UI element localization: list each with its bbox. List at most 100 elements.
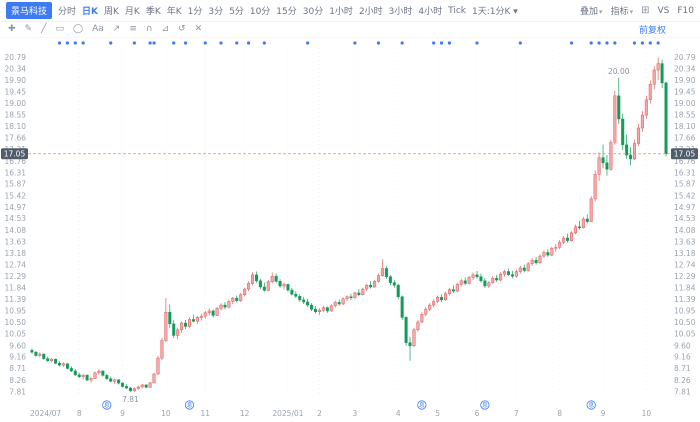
- dividend-marker[interactable]: [480, 400, 490, 410]
- candle-body: [369, 284, 373, 288]
- tab-10分[interactable]: 10分: [249, 7, 271, 17]
- announcement-dot[interactable]: [81, 41, 85, 45]
- y-axis-label-right: 20.34: [674, 65, 696, 74]
- announcement-dot[interactable]: [605, 41, 609, 45]
- dividend-marker[interactable]: [586, 400, 596, 410]
- announcement-dot[interactable]: [148, 41, 152, 45]
- f10-info-button[interactable]: F10: [677, 5, 694, 16]
- candle-body: [215, 308, 219, 316]
- tab-3分[interactable]: 3分: [208, 7, 224, 17]
- tab-4小时[interactable]: 4小时: [418, 7, 443, 17]
- announcement-dot[interactable]: [432, 41, 436, 45]
- tab-15分[interactable]: 15分: [276, 7, 297, 17]
- announcement-dot[interactable]: [400, 41, 404, 45]
- tab-2小时[interactable]: 2小时: [358, 7, 383, 17]
- vs-compare-button[interactable]: VS: [657, 5, 670, 16]
- candle-body: [640, 114, 644, 129]
- announcement-dot[interactable]: [648, 41, 652, 45]
- announcement-dot[interactable]: [518, 41, 522, 45]
- layout-grid-icon[interactable]: ⊞: [641, 5, 650, 16]
- tab-周K[interactable]: 周K: [104, 7, 119, 17]
- fibonacci-tool[interactable]: ≡: [129, 24, 137, 34]
- announcement-dot[interactable]: [589, 41, 593, 45]
- tab-年K[interactable]: 年K: [166, 7, 182, 17]
- measure-tool[interactable]: ⊿: [161, 24, 170, 34]
- announcement-dot[interactable]: [613, 41, 617, 45]
- announcement-dot[interactable]: [262, 41, 266, 45]
- adjust-mode-label[interactable]: 前复权: [638, 26, 666, 36]
- candle-body: [388, 276, 392, 283]
- announcement-dot[interactable]: [569, 41, 574, 45]
- stock-name-tag[interactable]: 景马科技: [6, 2, 53, 19]
- announcement-dot[interactable]: [475, 41, 479, 45]
- candlestick-chart[interactable]: 20.79 20.79 20.34 20.34 19.90 19.90 19.45 19.45…: [0, 38, 700, 422]
- tab-日K[interactable]: 日K: [82, 7, 99, 17]
- candle-body: [219, 304, 223, 309]
- tab-1小时[interactable]: 1小时: [329, 7, 353, 17]
- tab-季K[interactable]: 季K: [145, 7, 161, 17]
- circle-tool[interactable]: ◯: [73, 24, 84, 34]
- crosshair-tool[interactable]: ✚: [8, 24, 16, 34]
- announcement-dot[interactable]: [640, 41, 645, 45]
- candle-body: [38, 353, 42, 356]
- delete-tool[interactable]: ✕: [194, 24, 203, 34]
- tab-Tick[interactable]: Tick: [448, 5, 467, 16]
- tab-月K[interactable]: 月K: [124, 7, 140, 17]
- y-axis-label-left: 13.63: [5, 237, 27, 246]
- announcement-dot[interactable]: [203, 41, 207, 45]
- y-axis-label-left: 15.87: [5, 180, 27, 189]
- candle-body: [121, 382, 125, 387]
- tab-3小时[interactable]: 3小时: [388, 7, 413, 17]
- pencil-tool[interactable]: ✎: [24, 24, 33, 34]
- candle-body: [550, 248, 554, 256]
- indicator-dropdown[interactable]: 指标▾: [611, 4, 634, 17]
- overlay-dropdown[interactable]: 叠加▾: [580, 4, 603, 17]
- announcement-dot[interactable]: [132, 41, 136, 45]
- candle-body: [609, 141, 613, 170]
- y-axis-label-left: 15.42: [5, 191, 27, 200]
- candle-body: [42, 353, 46, 359]
- announcement-dot[interactable]: [172, 41, 176, 45]
- y-axis-label-left: 14.97: [5, 203, 27, 212]
- candle-body: [266, 281, 270, 291]
- tab-1天:1分K[interactable]: 1天:1分K ▾: [472, 7, 518, 17]
- x-axis-label: 9: [601, 409, 606, 418]
- announcement-dot[interactable]: [376, 41, 381, 45]
- candle-body: [243, 288, 247, 295]
- undo-tool[interactable]: ↺: [178, 24, 186, 34]
- announcement-dot[interactable]: [656, 41, 660, 45]
- text-tool[interactable]: Aa: [92, 24, 104, 34]
- announcement-dot[interactable]: [447, 41, 452, 45]
- current-price-tag-label: 17.05: [674, 150, 696, 159]
- announcement-dot[interactable]: [219, 41, 223, 45]
- announcement-dot[interactable]: [597, 41, 601, 45]
- candle-body: [290, 289, 294, 295]
- dividend-marker[interactable]: [184, 400, 195, 410]
- announcement-dot[interactable]: [65, 41, 70, 45]
- announcement-dot[interactable]: [152, 41, 156, 45]
- arrow-tool[interactable]: ↗: [112, 24, 121, 34]
- dividend-marker[interactable]: [102, 400, 112, 410]
- announcement-dot[interactable]: [109, 41, 113, 45]
- announcement-dot[interactable]: [246, 41, 251, 45]
- announcement-dot[interactable]: [73, 41, 77, 45]
- announcement-dot[interactable]: [57, 41, 62, 45]
- announcement-dot[interactable]: [306, 41, 310, 45]
- candle-body: [140, 384, 144, 388]
- announcement-dot[interactable]: [235, 41, 239, 45]
- tab-分时[interactable]: 分时: [58, 7, 77, 17]
- trendline-tool[interactable]: ╱: [41, 24, 47, 34]
- announcement-dot[interactable]: [353, 41, 357, 45]
- magnet-tool[interactable]: ∩: [145, 24, 153, 34]
- tab-1分[interactable]: 1分: [187, 7, 203, 17]
- announcement-dot[interactable]: [439, 41, 444, 45]
- candle-body: [30, 350, 34, 353]
- rectangle-tool[interactable]: ▭: [55, 24, 65, 34]
- candle-body: [152, 373, 156, 384]
- tab-5分[interactable]: 5分: [229, 7, 244, 17]
- dividend-marker[interactable]: [417, 400, 427, 410]
- tab-30分[interactable]: 30分: [302, 7, 324, 17]
- announcement-dot[interactable]: [183, 41, 188, 45]
- announcement-dot[interactable]: [632, 41, 637, 45]
- y-axis-label-right: 17.66: [674, 134, 696, 143]
